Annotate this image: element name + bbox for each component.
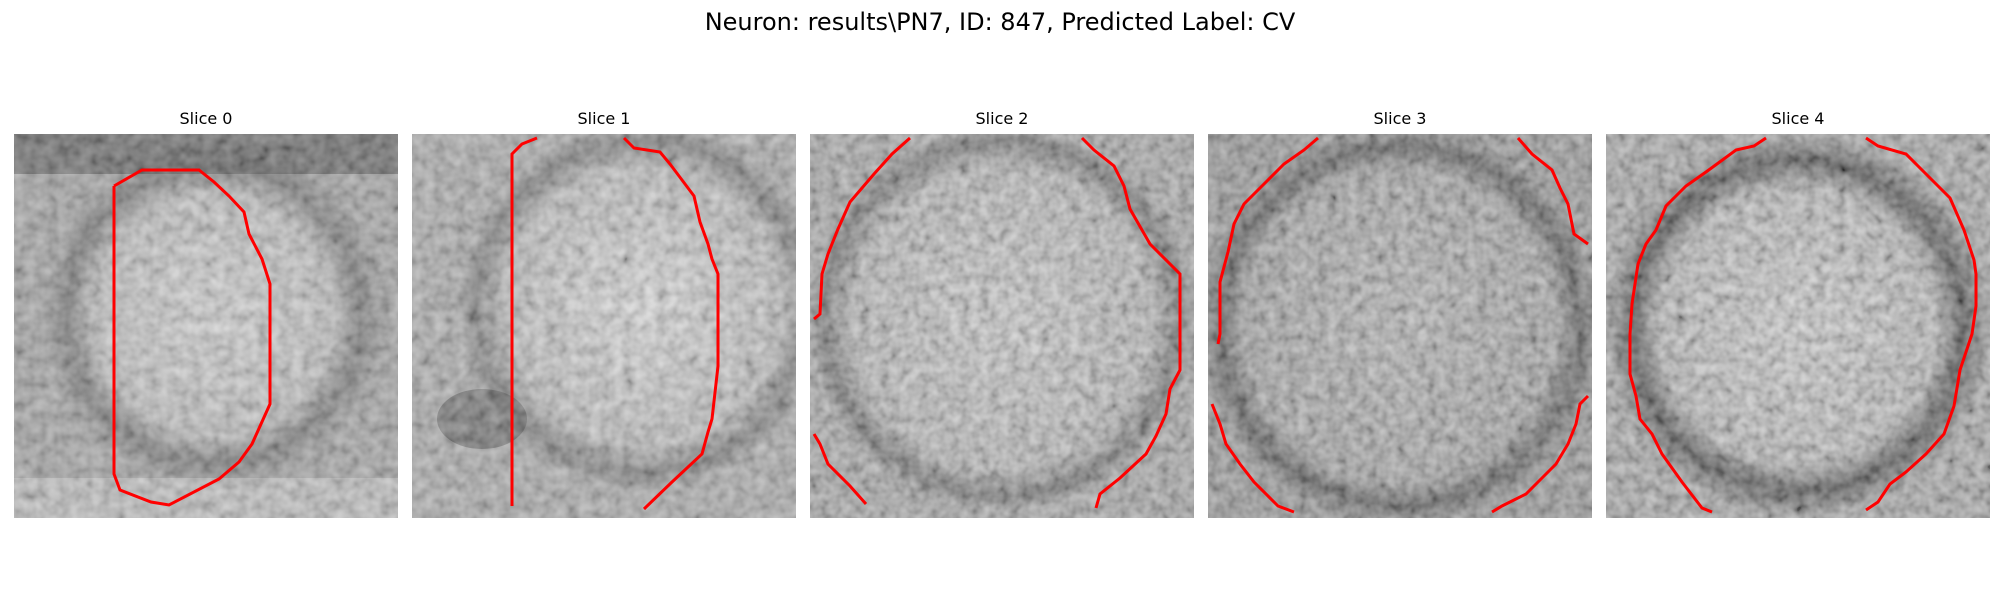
slice-panel-3: Slice 3 [1208,108,1592,518]
slice-image [412,134,796,518]
slice-panel-4: Slice 4 [1606,108,1990,518]
slice-panel-0: Slice 0 [14,108,398,518]
slice-panel-1: Slice 1 [412,108,796,518]
slice-title: Slice 3 [1208,108,1592,130]
slice-title: Slice 2 [810,108,1194,130]
slice-image [14,134,398,518]
slice-image [1208,134,1592,518]
slice-title: Slice 4 [1606,108,1990,130]
slice-image [810,134,1194,518]
slice-title: Slice 1 [412,108,796,130]
slice-title: Slice 0 [14,108,398,130]
slice-panel-2: Slice 2 [810,108,1194,518]
figure-title: Neuron: results\PN7, ID: 847, Predicted … [0,5,2000,39]
slice-image [1606,134,1990,518]
